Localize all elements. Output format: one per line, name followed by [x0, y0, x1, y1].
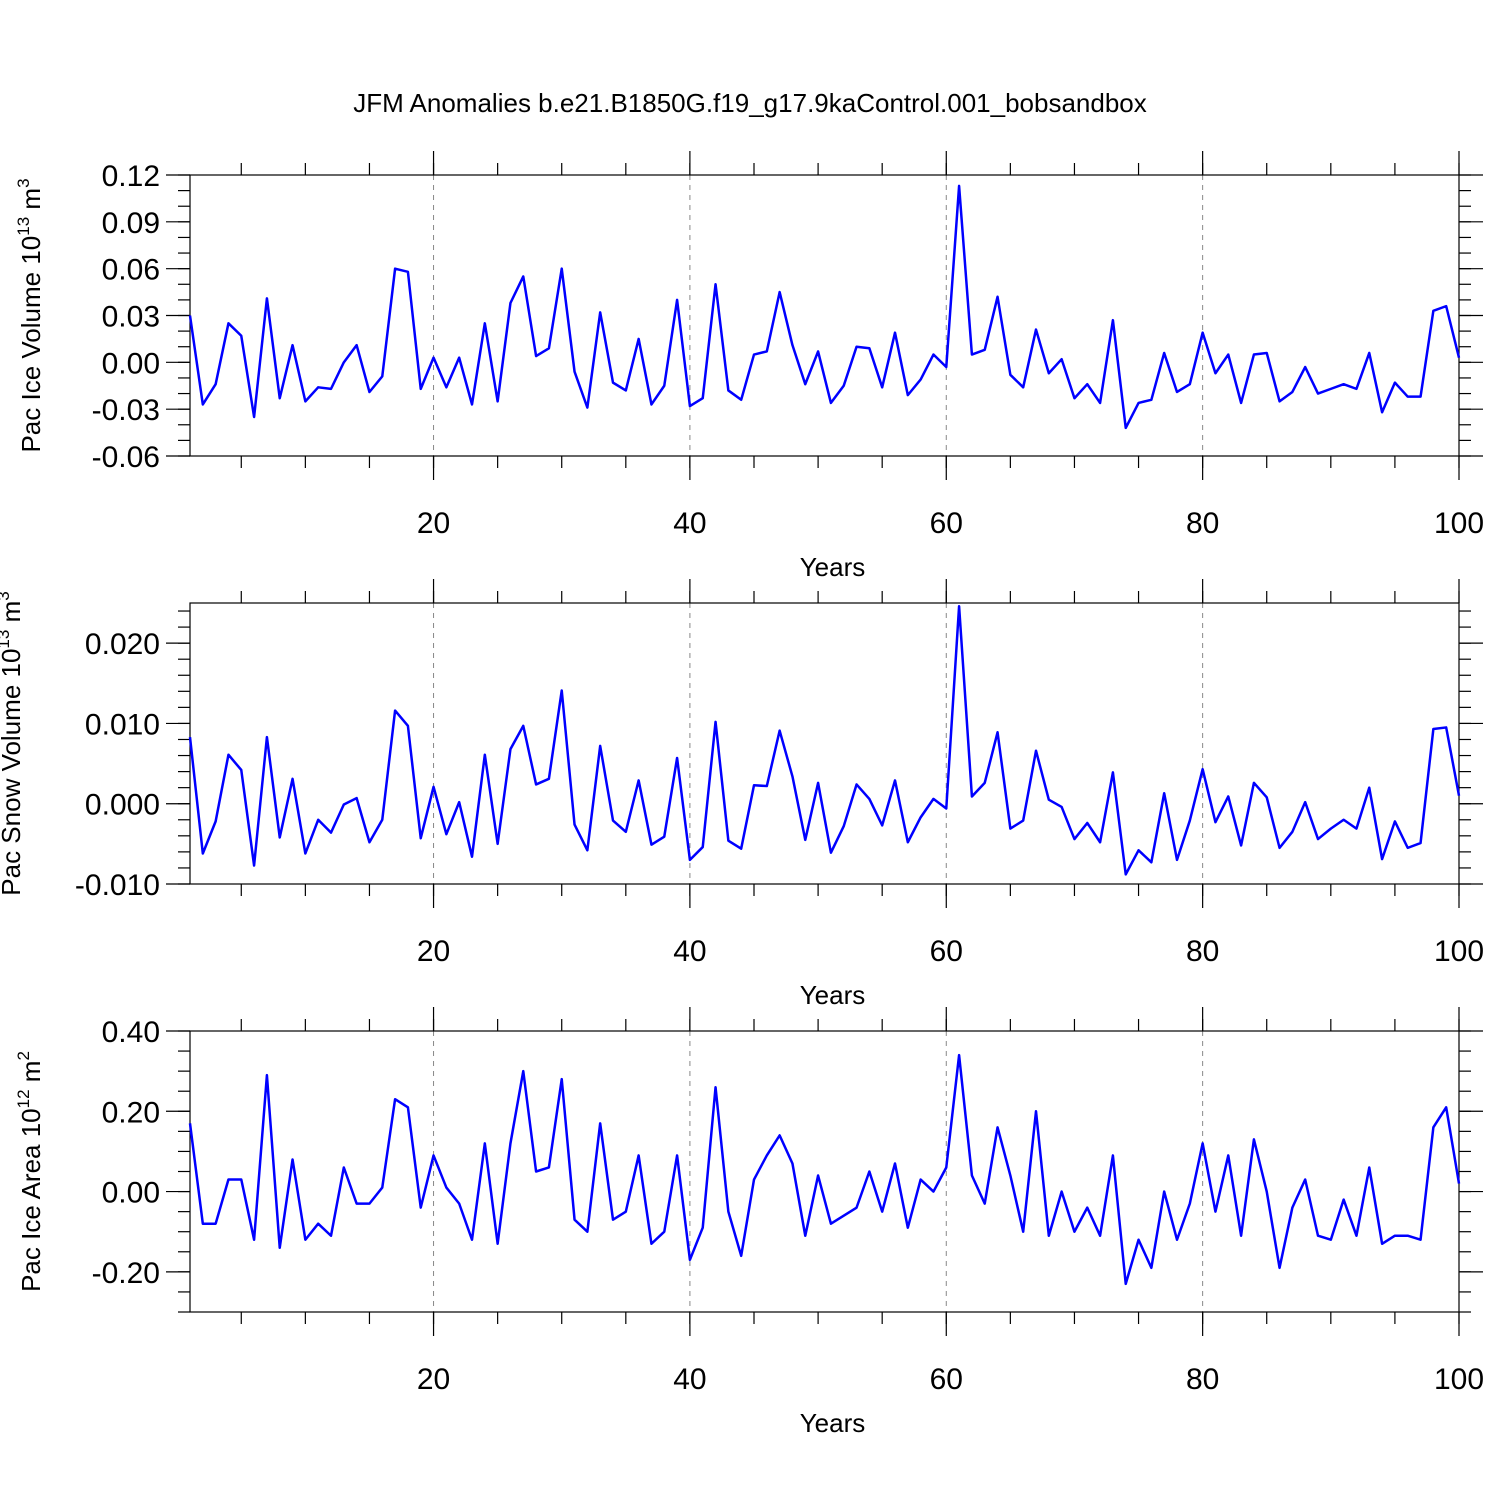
y-tick-label: 0.12 [102, 160, 160, 193]
y-tick-label: 0.020 [85, 628, 160, 661]
panels: -0.06 -0.03 0.00 0.03 0.06 0.09 0.12 20 40 60 80 10… [0, 151, 1484, 1438]
chart-panel-1: -0.06 -0.03 0.00 0.03 0.06 0.09 0.12 20 40 60 80 10… [14, 151, 1484, 582]
plot-frame [189, 174, 1460, 457]
x-axis-label: Years [800, 1408, 866, 1438]
x-tick-label: 60 [930, 935, 963, 968]
y-axis-label: Pac Ice Volume 1013 m3 [14, 178, 46, 452]
y-tick-label: 0.06 [102, 254, 160, 287]
y-tick-label: -0.06 [92, 441, 160, 474]
x-axis-label: Years [800, 980, 866, 1010]
x-tick-label: 100 [1434, 507, 1484, 540]
y-tick-label: 0.000 [85, 789, 160, 822]
y-tick-label: 0.00 [102, 347, 160, 380]
x-tick-label: 20 [417, 1363, 450, 1396]
y-tick-label: -0.010 [75, 869, 160, 902]
x-tick-label: 40 [673, 1363, 706, 1396]
x-tick-label: 40 [673, 507, 706, 540]
y-tick-label: -0.03 [92, 394, 160, 427]
x-tick-label: 60 [930, 507, 963, 540]
x-tick-label: 40 [673, 935, 706, 968]
x-tick-label: 80 [1186, 935, 1219, 968]
series-line [188, 184, 1461, 430]
x-tick-label: 80 [1186, 1363, 1219, 1396]
x-tick-label: 60 [930, 1363, 963, 1396]
x-axis-label: Years [800, 552, 866, 582]
series-line [188, 1053, 1461, 1286]
y-tick-label: -0.20 [92, 1257, 160, 1290]
plot-frame [189, 1030, 1460, 1313]
chart-panel-3: -0.20 0.00 0.20 0.40 20 40 60 80 100 Years Pac Ice… [14, 1007, 1484, 1438]
plot-frame [189, 602, 1460, 885]
y-tick-label: 0.40 [102, 1016, 160, 1049]
x-tick-label: 20 [417, 507, 450, 540]
y-tick-label: 0.00 [102, 1177, 160, 1210]
y-tick-label: 0.20 [102, 1096, 160, 1129]
y-axis-label: Pac Ice Area 1012 m2 [14, 1051, 46, 1292]
chart-panel-2: -0.010 0.000 0.010 0.020 20 40 60 80 100 Years Pac… [0, 579, 1484, 1010]
y-axis-label: Pac Snow Volume 1013 m3 [0, 591, 26, 895]
figure-title: JFM Anomalies b.e21.B1850G.f19_g17.9kaCo… [353, 88, 1147, 118]
y-tick-label: 0.09 [102, 207, 160, 240]
y-tick-label: 0.010 [85, 708, 160, 741]
x-tick-label: 100 [1434, 1363, 1484, 1396]
x-tick-label: 100 [1434, 935, 1484, 968]
x-tick-label: 80 [1186, 507, 1219, 540]
y-tick-label: 0.03 [102, 301, 160, 334]
series-line [188, 604, 1461, 876]
x-tick-label: 20 [417, 935, 450, 968]
